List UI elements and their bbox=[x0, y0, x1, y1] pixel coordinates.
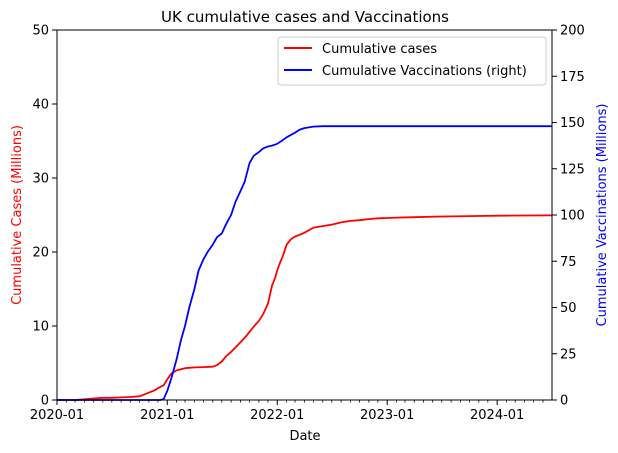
x-tick-label: 2024-01 bbox=[470, 408, 524, 423]
y-right-tick-label: 75 bbox=[560, 255, 577, 270]
series-line-cases bbox=[57, 214, 553, 401]
y-left-tick-label: 20 bbox=[32, 246, 49, 261]
y-axis-left-label: Cumulative Cases (Millions) bbox=[10, 125, 25, 305]
legend-label-vaccinations: Cumulative Vaccinations (right) bbox=[322, 64, 527, 79]
y-right-tick-label: 25 bbox=[560, 347, 577, 362]
legend: Cumulative cases Cumulative Vaccinations… bbox=[277, 36, 547, 86]
y-right-tick-label: 125 bbox=[560, 162, 585, 177]
y-axis-left: 0 10 20 30 40 50 bbox=[32, 24, 57, 409]
y-right-tick-label: 50 bbox=[560, 301, 577, 316]
y-left-tick-label: 40 bbox=[32, 98, 49, 113]
y-right-tick-label: 100 bbox=[560, 209, 585, 224]
y-right-tick-label: 200 bbox=[560, 24, 585, 39]
x-tick-label: 2021-01 bbox=[140, 408, 194, 423]
y-right-tick-label: 150 bbox=[560, 116, 585, 131]
series-line-vaccinations bbox=[57, 125, 552, 401]
x-tick-label: 2020-01 bbox=[30, 408, 84, 423]
x-axis-label: Date bbox=[289, 429, 320, 444]
chart-title: UK cumulative cases and Vaccinations bbox=[161, 8, 449, 26]
y-axis-right: 0 25 50 75 100 125 150 175 200 bbox=[552, 24, 585, 409]
x-tick-label: 2023-01 bbox=[360, 408, 414, 423]
y-right-tick-label: 0 bbox=[560, 394, 568, 409]
y-axis-right-label: Cumulative Vaccinations (Millions) bbox=[595, 104, 610, 327]
y-left-tick-label: 10 bbox=[32, 320, 49, 335]
x-axis: 2020-01 2021-01 2022-01 2023-01 2024-01 bbox=[30, 400, 544, 423]
legend-label-cases: Cumulative cases bbox=[322, 42, 437, 57]
y-left-tick-label: 0 bbox=[41, 394, 49, 409]
plot-lines bbox=[57, 125, 553, 401]
y-left-tick-label: 50 bbox=[32, 24, 49, 39]
x-tick-label: 2022-01 bbox=[250, 408, 304, 423]
y-left-tick-label: 30 bbox=[32, 172, 49, 187]
y-right-tick-label: 175 bbox=[560, 70, 585, 85]
legend-box bbox=[277, 36, 547, 86]
